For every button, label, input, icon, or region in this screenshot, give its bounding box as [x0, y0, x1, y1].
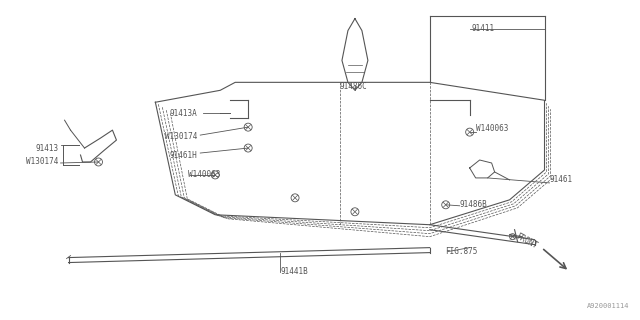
Text: FIG.875: FIG.875	[445, 247, 477, 256]
Text: 91461H: 91461H	[170, 150, 197, 160]
Text: 91461: 91461	[550, 175, 573, 184]
Text: FRONT: FRONT	[515, 232, 540, 251]
Text: W130174: W130174	[165, 132, 197, 140]
Text: 91413: 91413	[35, 144, 59, 153]
Text: 91413A: 91413A	[170, 109, 197, 118]
Text: W130174: W130174	[26, 157, 59, 166]
Text: 91486B: 91486B	[460, 200, 488, 209]
Text: 91441B: 91441B	[280, 267, 308, 276]
Text: A920001114: A920001114	[587, 303, 629, 309]
Text: W140063: W140063	[476, 124, 508, 132]
Text: 91486C: 91486C	[340, 82, 368, 91]
Text: W140063: W140063	[188, 171, 221, 180]
Text: 91411: 91411	[472, 24, 495, 33]
